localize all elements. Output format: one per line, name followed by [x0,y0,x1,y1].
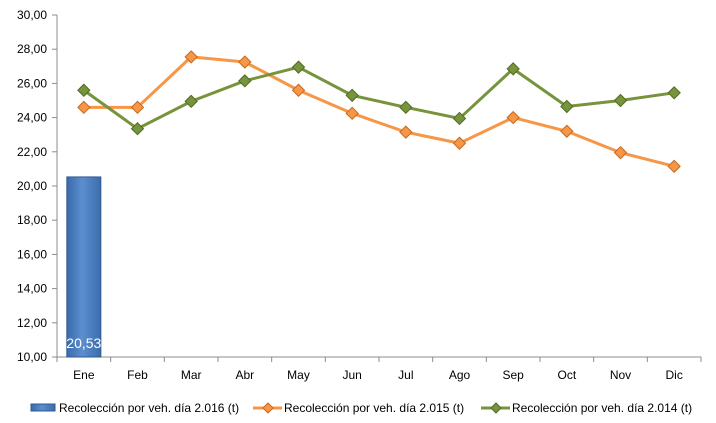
y-tick-label: 30,00 [17,8,47,22]
y-tick-label: 26,00 [17,76,47,90]
series-1-point-5 [345,106,359,121]
bar-0 [66,176,102,358]
series-1-point-11 [667,159,681,174]
series-1-point-4 [291,83,306,97]
series-1-point-3 [238,55,252,69]
series-2-point-4 [291,60,306,74]
series-2-point-11 [667,86,681,100]
legend-marker-1 [262,402,274,414]
y-tick-label: 12,00 [17,316,47,330]
x-tick-label: Ene [73,368,95,382]
series-2-point-7 [452,111,467,126]
legend-label-2: Recolección por veh. día 2.014 (t) [512,401,692,415]
series-1-point-9 [560,124,574,138]
legend-label-0: Recolección por veh. día 2.016 (t) [59,401,239,415]
series-2-point-6 [399,100,413,115]
x-tick-label: Jul [398,368,413,382]
y-tick-label: 28,00 [17,42,47,56]
y-tick-label: 24,00 [17,111,47,125]
x-tick-label: Dic [665,368,682,382]
legend-label-1: Recolección por veh. día 2.015 (t) [284,401,464,415]
series-2-point-5 [345,88,359,103]
x-tick-label: Ago [449,368,471,382]
y-tick-label: 16,00 [17,247,47,261]
series-2-point-8 [506,62,520,76]
y-tick-label: 20,00 [17,179,47,193]
plot-area: 10,00 12,00 14,00 16,00 18,00 20,00 22,00 24,00… [17,8,702,382]
series-2-point-0 [77,83,91,97]
legend: Recolección por veh. día 2.016 (t) Recole… [30,401,692,415]
x-tick-label: Feb [127,368,148,382]
x-tick-label: Nov [610,368,631,382]
series-1-point-2 [184,50,198,64]
x-tick-label: May [287,368,310,382]
series-2-point-9 [560,99,574,114]
series-1-point-10 [613,145,628,160]
x-tick-label: Abr [235,368,254,382]
series-line-2 [82,65,675,131]
y-tick-label: 22,00 [17,145,47,159]
series-1-point-1 [130,100,145,115]
series-1-point-0 [77,100,91,115]
series-2-point-3 [238,74,252,88]
series-line-1 [83,55,675,168]
series-2-point-1 [130,122,145,136]
x-tick-label: Mar [181,368,202,382]
series-1-point-6 [399,125,413,139]
series-2-point-2 [184,94,198,109]
x-tick-label: Jun [342,368,361,382]
series-1-point-7 [452,136,467,150]
bar-data-label: 20,53 [66,335,101,351]
x-tick-label: Oct [557,368,576,382]
legend-marker-2 [490,402,502,414]
x-tick-label: Sep [502,368,524,382]
y-tick-label: 18,00 [17,213,47,227]
series-1-point-8 [506,110,520,125]
y-tick-label: 10,00 [17,350,47,364]
legend-marker-0 [30,403,56,412]
series-2-point-10 [613,93,628,108]
y-tick-label: 14,00 [17,282,47,296]
